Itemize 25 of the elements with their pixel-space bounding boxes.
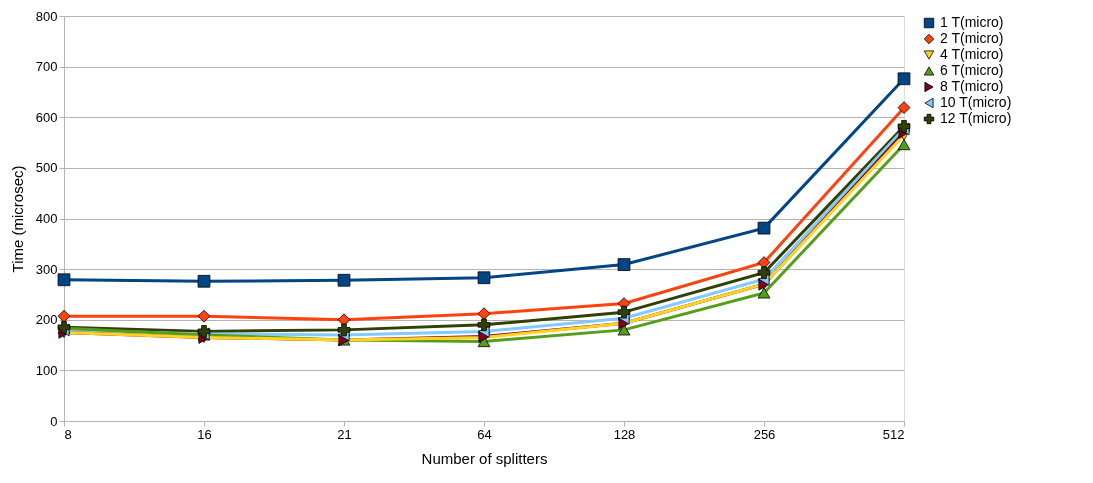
legend-label: 6 T(micro) bbox=[940, 62, 1004, 78]
x-tick-label: 64 bbox=[477, 426, 492, 442]
x-axis-title: Number of splitters bbox=[421, 449, 548, 467]
y-tick-label: 600 bbox=[35, 109, 58, 125]
x-tick-label: 128 bbox=[613, 426, 636, 442]
legend-label: 12 T(micro) bbox=[940, 110, 1012, 126]
y-tick-label: 200 bbox=[35, 312, 58, 328]
x-tick-label: 512 bbox=[882, 426, 905, 442]
y-tick-label: 0 bbox=[50, 413, 58, 429]
x-tick-label: 8 bbox=[64, 426, 72, 442]
x-tick-label: 16 bbox=[197, 426, 212, 442]
x-tick-label: 21 bbox=[337, 426, 352, 442]
y-tick-label: 300 bbox=[35, 261, 58, 277]
y-tick-label: 800 bbox=[35, 8, 58, 24]
y-tick-label: 700 bbox=[35, 59, 58, 75]
legend-label: 8 T(micro) bbox=[940, 78, 1004, 94]
y-tick-label: 100 bbox=[35, 362, 58, 378]
y-tick-label: 400 bbox=[35, 211, 58, 226]
legend-label: 4 T(micro) bbox=[940, 46, 1004, 62]
legend-label: 1 T(micro) bbox=[940, 14, 1004, 30]
y-axis-title: Time (microsec) bbox=[8, 165, 26, 273]
x-tick-label: 256 bbox=[753, 426, 776, 442]
y-tick-label: 500 bbox=[35, 160, 58, 176]
legend-label: 10 T(micro) bbox=[940, 94, 1012, 110]
legend-label: 2 T(micro) bbox=[940, 30, 1004, 46]
